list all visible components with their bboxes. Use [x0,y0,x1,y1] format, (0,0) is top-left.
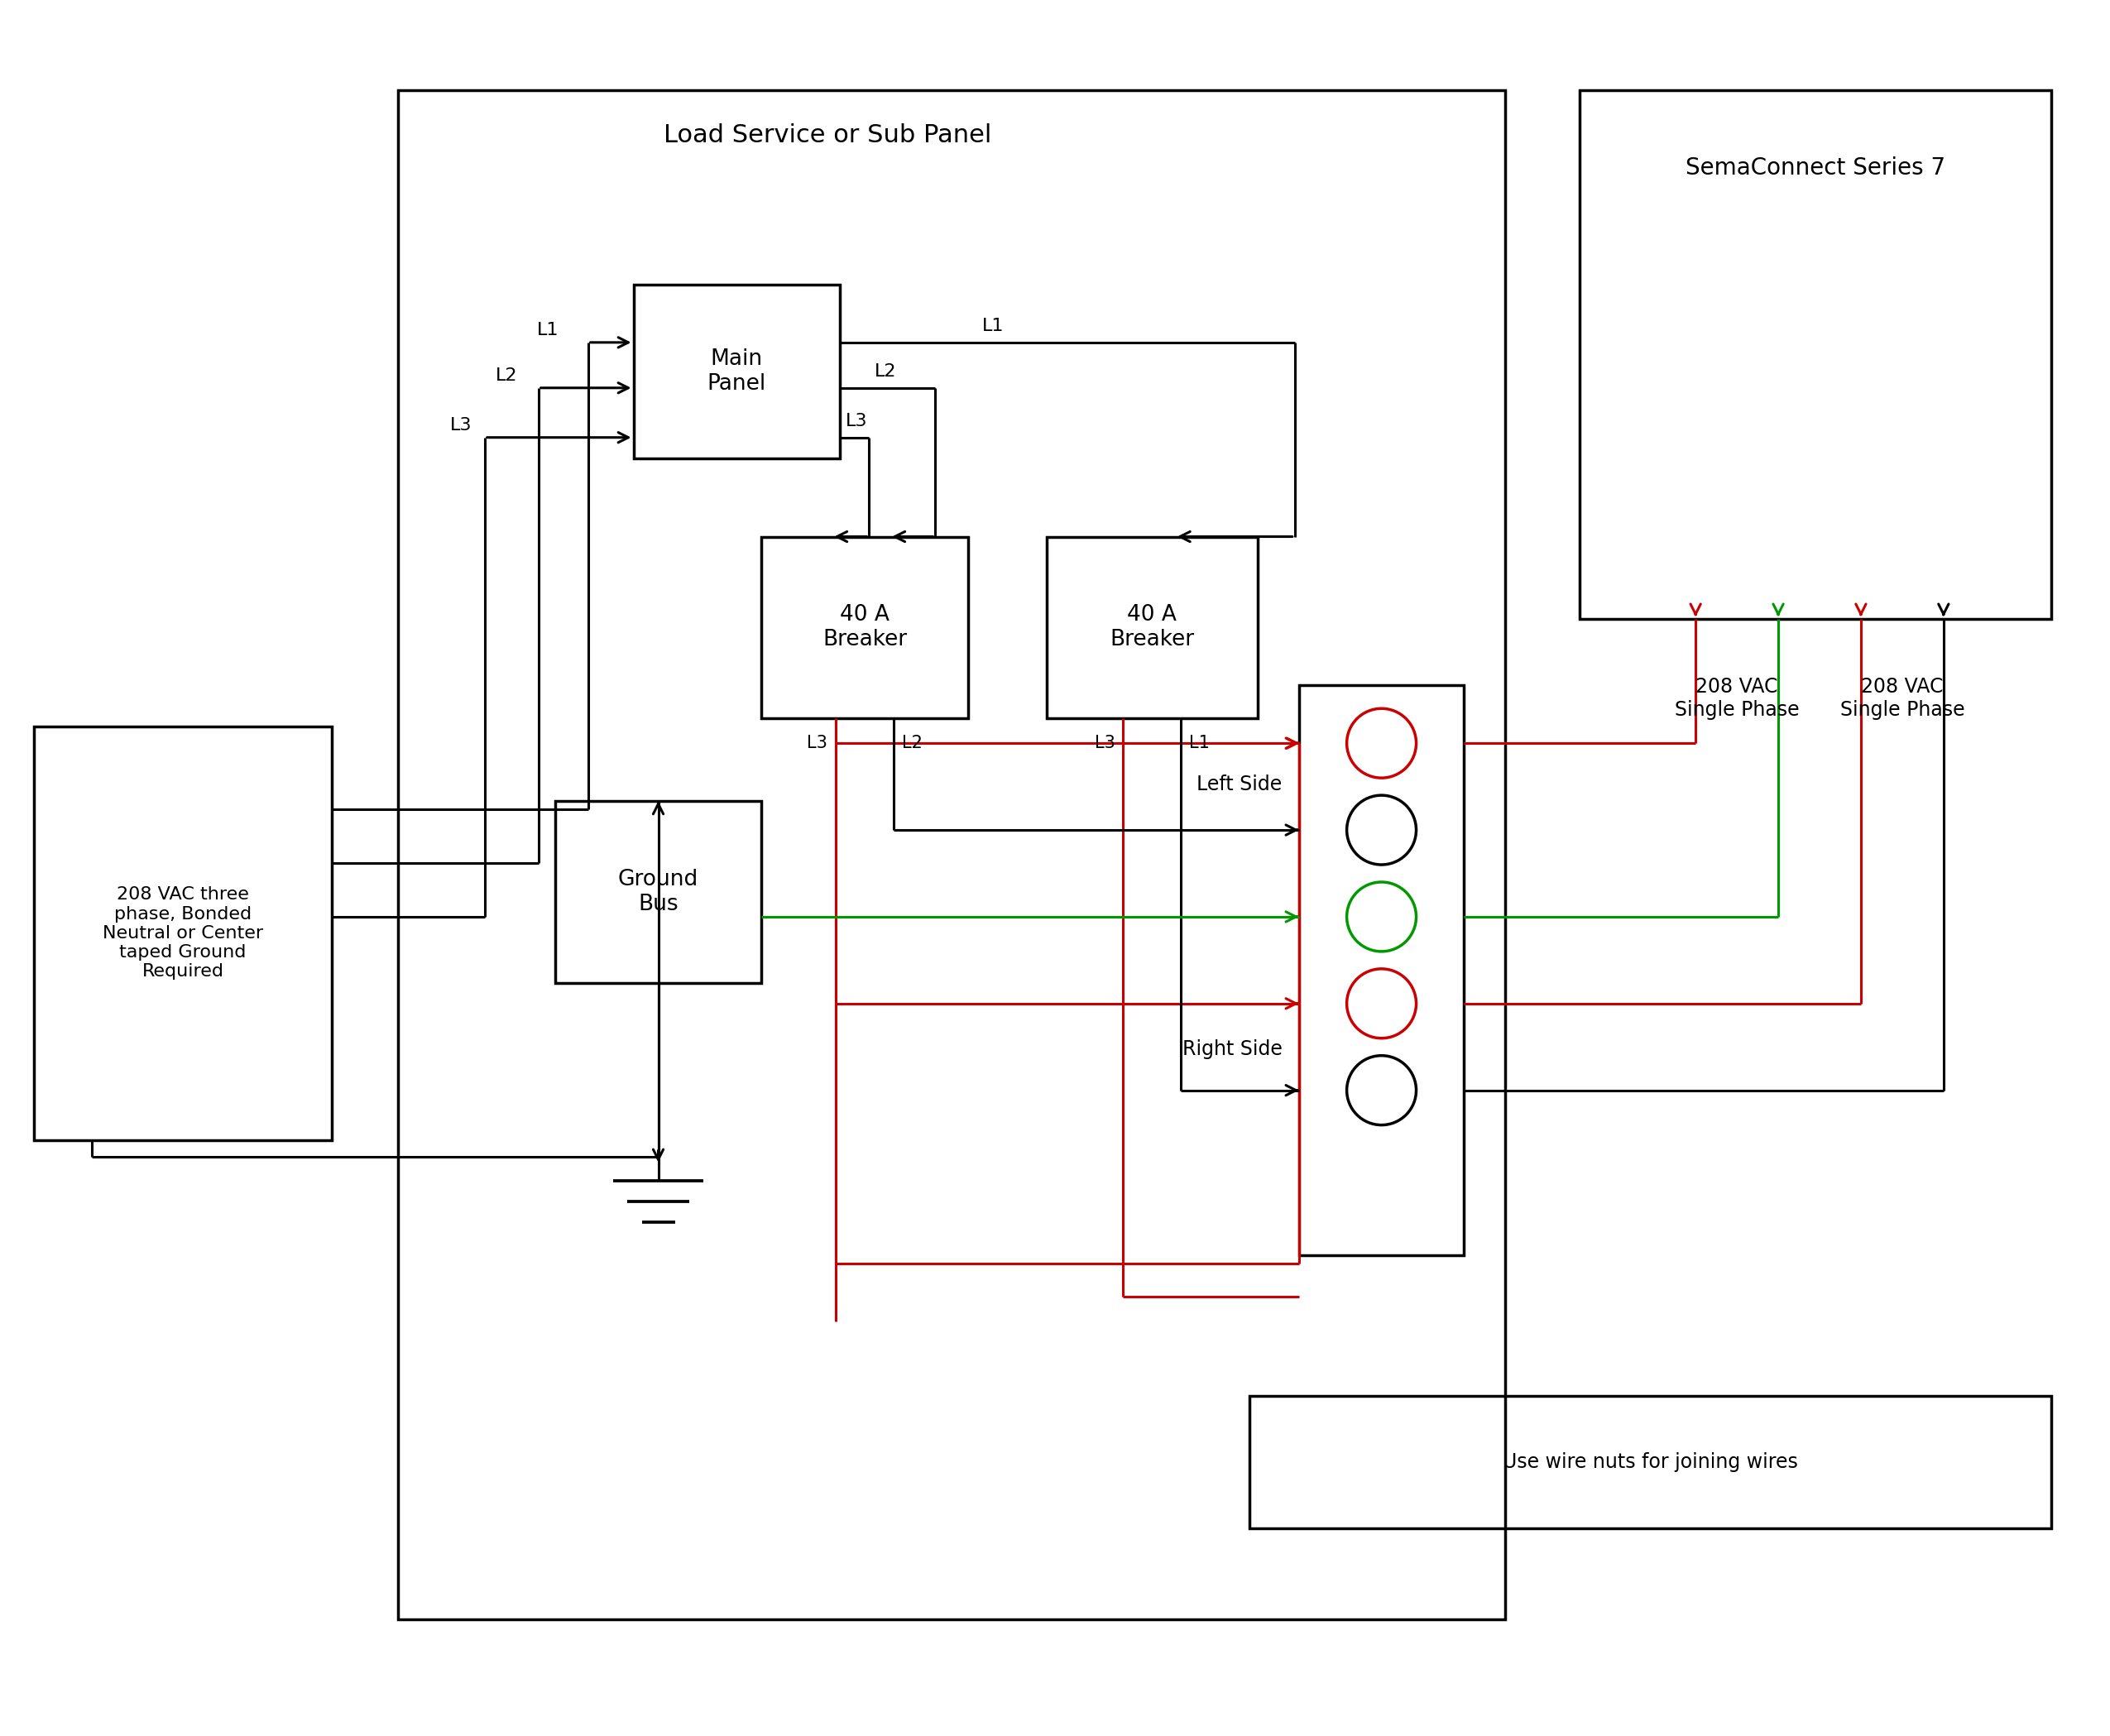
Text: 208 VAC
Single Phase: 208 VAC Single Phase [1675,677,1800,720]
Text: 208 VAC three
phase, Bonded
Neutral or Center
taped Ground
Required: 208 VAC three phase, Bonded Neutral or C… [103,887,264,979]
Text: Left Side: Left Side [1196,774,1283,795]
Text: 40 A
Breaker: 40 A Breaker [1110,604,1194,651]
Text: Use wire nuts for joining wires: Use wire nuts for joining wires [1502,1453,1798,1472]
Bar [1249,1396,2051,1528]
Text: L1: L1 [538,321,559,339]
Text: 40 A
Breaker: 40 A Breaker [823,604,907,651]
Text: L3: L3 [449,417,473,434]
Text: L2: L2 [874,363,897,380]
Text: L3: L3 [846,413,867,429]
Text: 208 VAC
Single Phase: 208 VAC Single Phase [1840,677,1964,720]
Bar [1047,536,1258,719]
Bar [762,536,968,719]
Text: L1: L1 [981,318,1004,333]
Text: Load Service or Sub Panel: Load Service or Sub Panel [665,123,992,148]
Text: Ground
Bus: Ground Bus [618,868,698,915]
Bar [555,800,762,983]
Text: L2: L2 [496,368,517,384]
Text: SemaConnect Series 7: SemaConnect Series 7 [1686,156,1945,179]
Bar [1300,686,1464,1255]
Text: Main
Panel: Main Panel [707,349,766,394]
Text: L1: L1 [1190,734,1209,752]
Bar [633,285,840,458]
Bar [1580,90,2051,620]
Text: L3: L3 [1095,734,1114,752]
Bar [399,90,1504,1620]
Text: Right Side: Right Side [1182,1040,1283,1059]
Text: L3: L3 [808,734,827,752]
Bar [34,727,331,1141]
Text: L2: L2 [903,734,922,752]
